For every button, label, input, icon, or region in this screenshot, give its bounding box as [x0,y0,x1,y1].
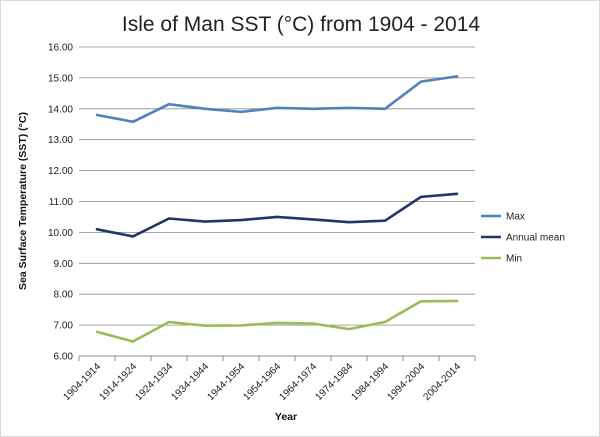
y-axis-label: Sea Surface Temperature (SST) (°C) [17,112,29,290]
y-tick-label: 10.00 [48,228,73,239]
gridlines [79,46,475,326]
x-tick-label: 1984-1994 [350,361,392,403]
y-tick-label: 12.00 [48,166,73,177]
y-tick-label: 8.00 [54,290,74,301]
x-tick-label: 1964-1974 [278,361,320,403]
x-tick-label: 1914-1924 [98,361,140,403]
x-tick-label: 1904-1914 [62,361,104,403]
legend-label-annual-mean: Annual mean [506,233,565,244]
y-tick-label: 13.00 [48,135,73,146]
y-tick-label: 11.00 [49,197,74,208]
x-tick-label: 1954-1964 [242,361,284,403]
chart-title: Isle of Man SST (°C) from 1904 - 2014 [122,13,480,36]
y-tick-label: 15.00 [48,73,73,84]
y-tick-label: 9.00 [54,259,74,270]
x-tick-label: 1924-1934 [134,361,176,403]
x-tick-label: 1944-1954 [206,361,248,403]
legend-label-min: Min [506,254,522,265]
y-tick-label: 7.00 [54,321,74,332]
legend: Max Annual mean Min [481,212,565,265]
x-tick-label: 1974-1984 [314,361,356,403]
x-axis: 1904-19141914-19241924-19341934-19441944… [62,355,476,403]
y-tick-label: 14.00 [48,104,73,115]
y-tick-label: 16.00 [48,43,73,54]
x-tick-label: 2004-2014 [422,361,464,403]
legend-label-max: Max [506,212,525,223]
plot-area [95,75,459,343]
x-tick-label: 1994-2004 [386,361,428,403]
series-line-annual-mean [95,192,459,238]
y-axis: 6.00 7.00 8.00 9.00 10.00 11.00 12.00 13.00 14.0… [48,43,73,363]
series-line-max [95,75,459,124]
y-tick-label: 6.00 [54,352,74,363]
series-line-min [95,299,459,343]
x-axis-label: Year [275,411,297,423]
x-tick-label: 1934-1944 [170,361,212,403]
